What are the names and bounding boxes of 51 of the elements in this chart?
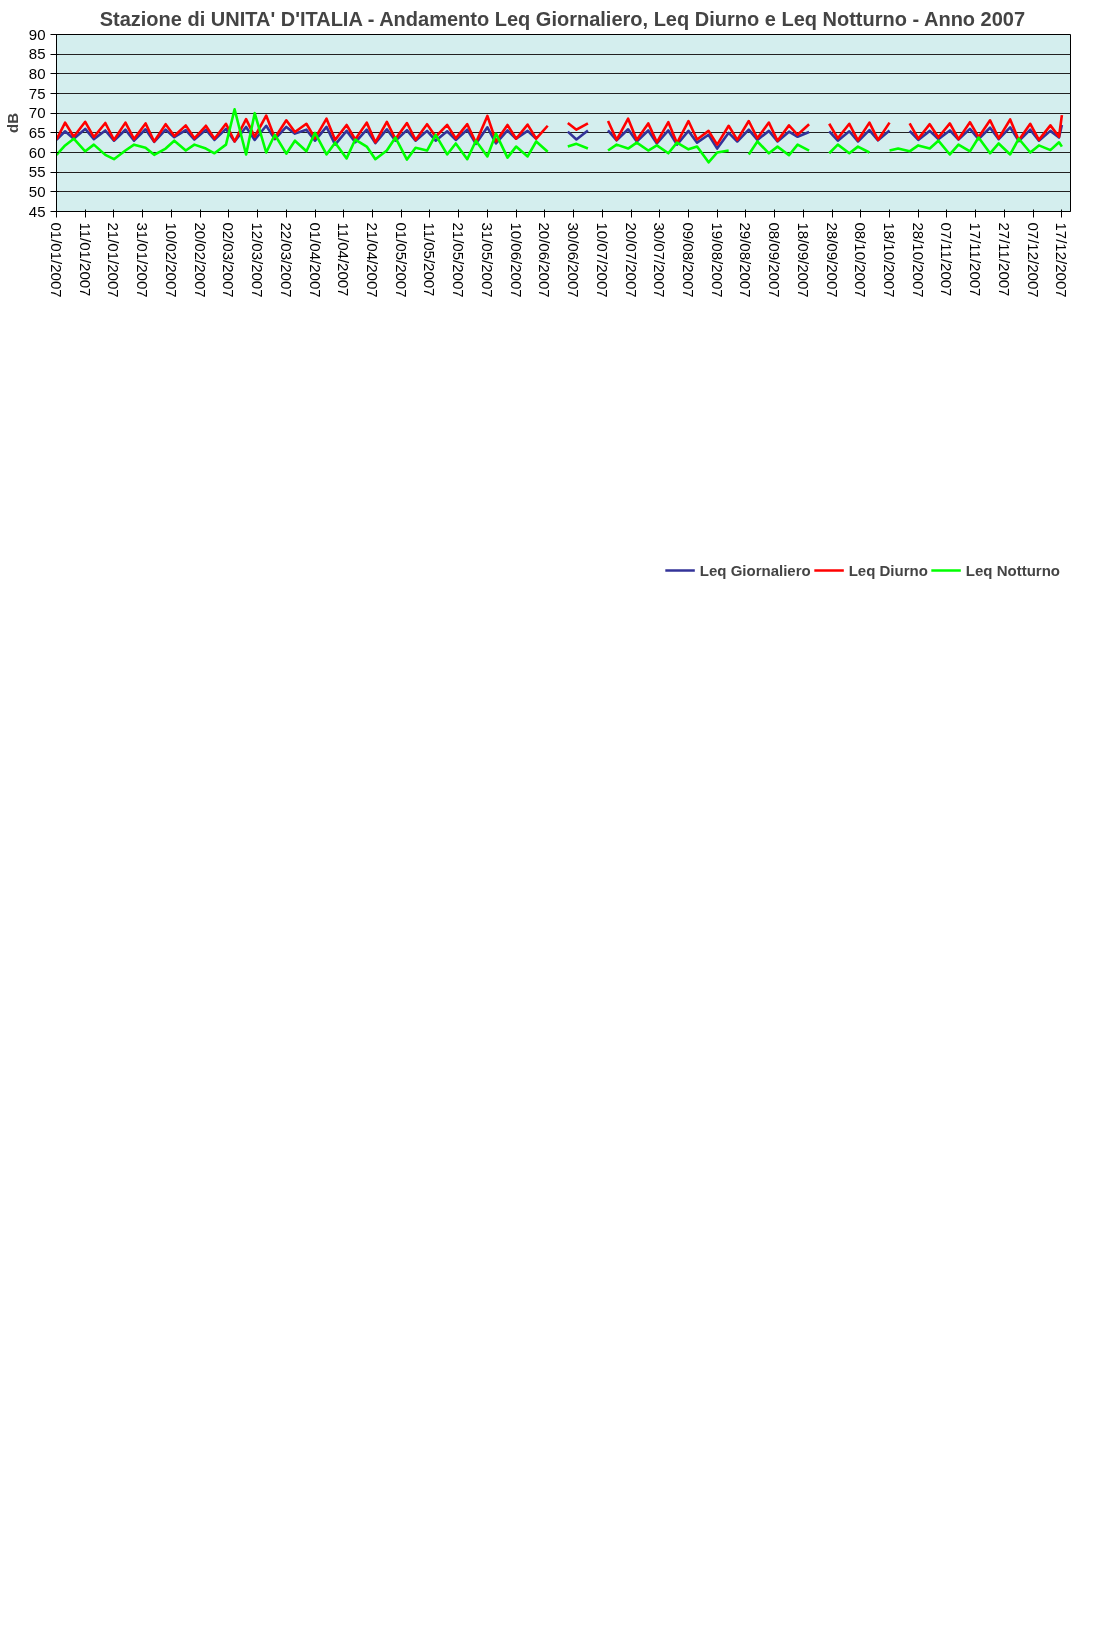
x-tick-label: 21/05/2007: [450, 222, 468, 298]
chart-title: Stazione di UNITA' D'ITALIA - Andamento Leq Giornaliero, Leq Diurno e Leq Notturno - Anno 2007: [99, 7, 1026, 30]
y-tick-label: 45: [28, 202, 46, 220]
x-tick-label: 07/12/2007: [1024, 222, 1042, 298]
y-tick-label: 55: [28, 163, 46, 181]
legend-label: Leq Giornaliero: [699, 561, 811, 579]
x-tick-label: 29/08/2007: [737, 222, 755, 298]
x-tick-label: 28/09/2007: [823, 222, 841, 298]
x-tick-label: 10/06/2007: [507, 222, 525, 298]
x-tick-label: 19/08/2007: [708, 222, 726, 298]
x-tick-label: 21/01/2007: [105, 222, 123, 298]
x-tick-label: 09/08/2007: [679, 222, 697, 298]
y-tick-label: 85: [28, 45, 46, 63]
x-tick-label: 08/10/2007: [852, 222, 870, 298]
legend-label: Leq Diurno: [848, 561, 928, 579]
x-tick-label: 20/07/2007: [622, 222, 640, 298]
y-tick-label: 75: [28, 84, 46, 102]
x-tick-label: 01/01/2007: [48, 222, 65, 298]
x-tick-label: 21/04/2007: [363, 222, 381, 298]
x-tick-label: 01/05/2007: [392, 222, 410, 298]
y-tick-label: 65: [28, 123, 46, 141]
x-tick-label: 18/10/2007: [881, 222, 899, 298]
x-tick-label: 11/01/2007: [76, 222, 94, 297]
x-tick-label: 11/04/2007: [335, 222, 353, 297]
y-tick-label: 80: [28, 64, 46, 82]
x-tick-label: 10/07/2007: [593, 222, 611, 298]
y-tick-label: 70: [28, 104, 46, 122]
y-axis-title: dB: [3, 112, 21, 133]
x-tick-label: 28/10/2007: [909, 222, 927, 298]
x-tick-label: 12/03/2007: [249, 222, 267, 298]
x-tick-label: 30/07/2007: [651, 222, 669, 298]
x-tick-label: 30/06/2007: [565, 222, 583, 298]
x-tick-label: 17/11/2007: [967, 222, 985, 297]
x-tick-label: 01/04/2007: [306, 222, 324, 298]
x-tick-label: 07/11/2007: [938, 222, 956, 297]
x-tick-label: 20/06/2007: [536, 222, 554, 298]
y-tick-label: 50: [28, 182, 46, 200]
x-tick-label: 18/09/2007: [794, 222, 812, 298]
x-tick-label: 27/11/2007: [995, 222, 1013, 297]
x-tick-label: 11/05/2007: [421, 222, 439, 297]
x-tick-label: 08/09/2007: [766, 222, 784, 298]
x-tick-label: 22/03/2007: [277, 222, 295, 298]
x-tick-label: 31/01/2007: [134, 222, 152, 298]
y-tick-label: 90: [28, 25, 46, 43]
y-tick-label: 60: [28, 143, 46, 161]
x-tick-label: 10/02/2007: [162, 222, 180, 298]
x-tick-label: 17/12/2007: [1053, 222, 1071, 298]
x-tick-label: 20/02/2007: [191, 222, 209, 298]
x-tick-label: 02/03/2007: [220, 222, 238, 298]
legend-label: Leq Notturno: [965, 561, 1060, 579]
x-tick-label: 31/05/2007: [478, 222, 496, 298]
